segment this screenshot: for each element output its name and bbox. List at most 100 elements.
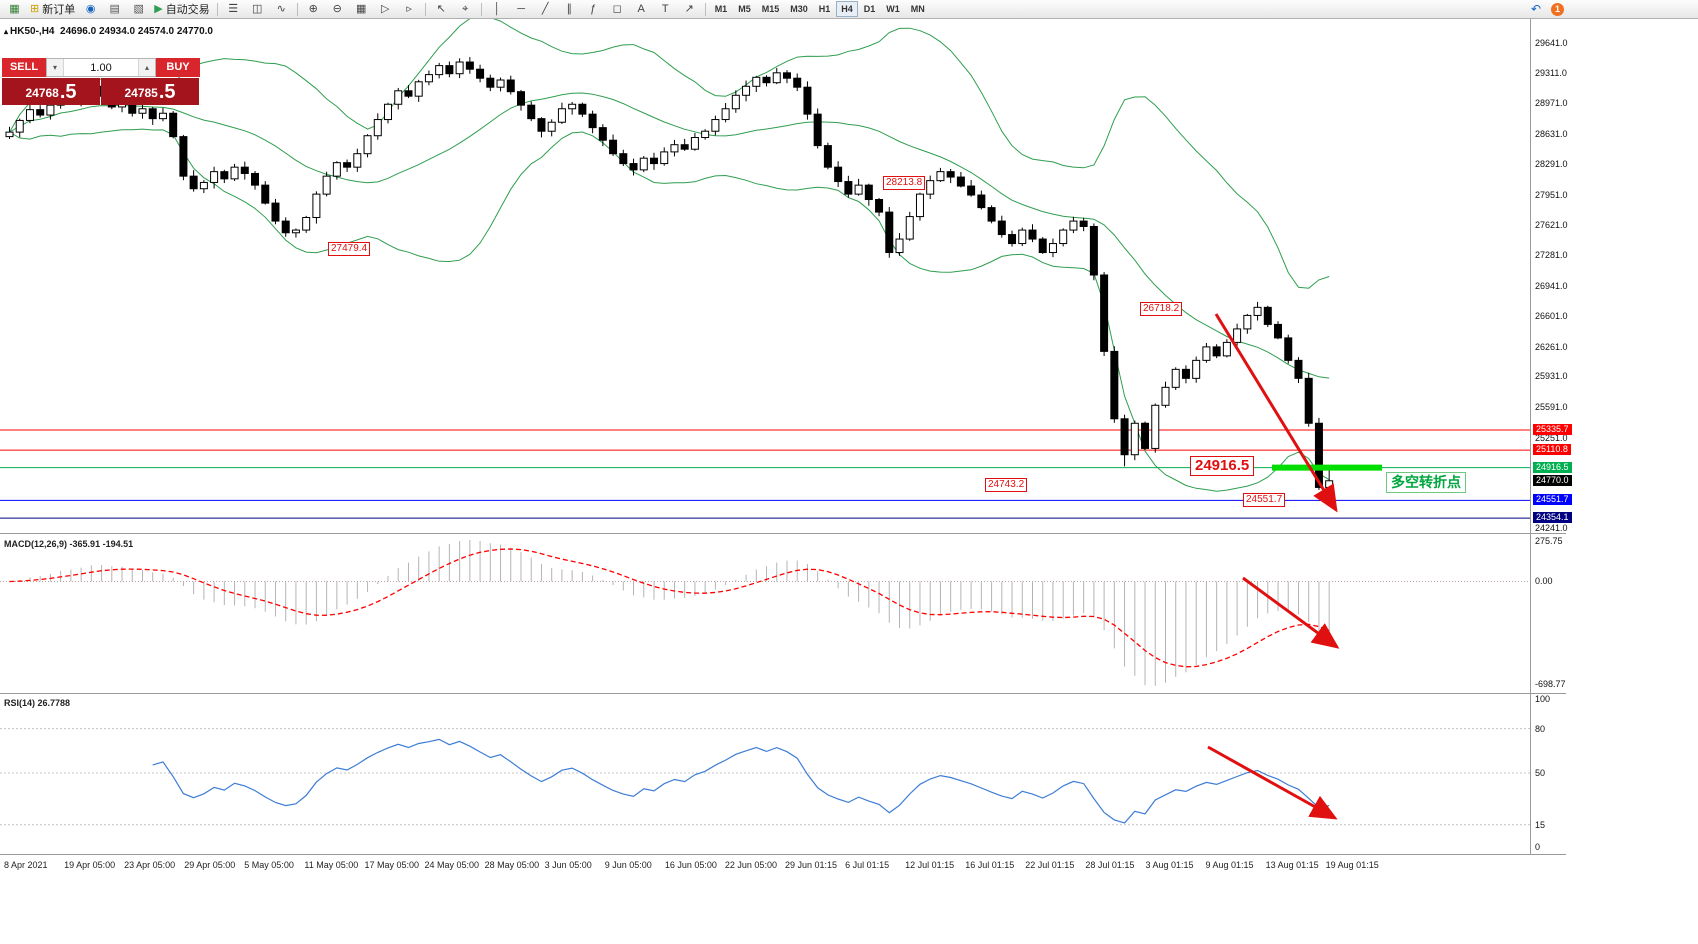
price-tick: 26941.0 [1535, 280, 1568, 291]
profiles-icon[interactable]: ▧ [127, 0, 150, 18]
label-icon[interactable]: T [654, 0, 677, 18]
price-tick: 25251.0 [1535, 432, 1568, 443]
time-tick: 16 Jul 01:15 [965, 860, 1015, 870]
chart-shift-icon: ▹ [406, 3, 412, 15]
main-chart-panel[interactable]: 27479.4 28213.8 26718.2 24743.2 24916.5 24551… [0, 15, 1530, 532]
price-line-label: 25335.7 [1533, 423, 1572, 435]
line-chart-icon[interactable]: ∿ [270, 0, 293, 18]
price-tick: 27281.0 [1535, 250, 1568, 261]
horizontal-line-icon[interactable]: ─ [510, 0, 533, 18]
vertical-line-icon[interactable]: │ [486, 0, 509, 18]
timeframe-w1-button[interactable]: W1 [886, 4, 900, 14]
timeframe-h1-button[interactable]: H1 [818, 4, 831, 14]
sell-price[interactable]: 24768.5 [2, 78, 100, 105]
time-tick: 9 Aug 01:15 [1205, 860, 1254, 870]
price-tick: 27951.0 [1535, 189, 1568, 200]
price-annotation[interactable]: 27479.4 [328, 242, 371, 256]
new-order-button[interactable]: ⊞ 新订单 [27, 0, 78, 18]
vertical-line-icon: │ [493, 3, 501, 15]
rsi-panel[interactable] [0, 695, 1530, 852]
cursor-icon[interactable]: ↖ [430, 0, 453, 18]
candlestick-series [5, 57, 1334, 499]
main-chart-canvas[interactable] [0, 15, 1530, 532]
profiles-icon: ▧ [133, 3, 144, 15]
macd-panel[interactable] [0, 536, 1530, 690]
panel-separator[interactable] [0, 693, 1566, 694]
time-tick: 29 Apr 05:00 [184, 860, 236, 870]
zoom-out-icon[interactable]: ⊖ [326, 0, 349, 18]
timeframe-m5-button[interactable]: M5 [738, 4, 751, 14]
price-tick: 28971.0 [1535, 98, 1568, 109]
auto-scroll-icon[interactable]: ▷ [374, 0, 397, 18]
time-axis[interactable]: 8 Apr 2021 19 Apr 05:00 23 Apr 05:00 29 Apr… [0, 858, 1530, 874]
crosshair-icon[interactable]: ⌖ [454, 0, 477, 18]
crosshair-icon: ⌖ [462, 3, 469, 15]
chart-shift-icon[interactable]: ▹ [398, 0, 421, 18]
price-annotation[interactable]: 24551.7 [1243, 493, 1286, 507]
rsi-axis[interactable]: 100 80 50 15 0 [1531, 694, 1601, 852]
volume-dropdown-icon[interactable]: ▾ [47, 59, 64, 76]
autotrade-button[interactable]: ▶ 自动交易 [151, 0, 212, 18]
sound-icon[interactable]: ◉ [79, 0, 102, 18]
timeframe-mn-button[interactable]: MN [910, 4, 925, 14]
price-axis[interactable]: 29641.0 29311.0 28971.0 28631.0 28291.0 27951… [1531, 18, 1601, 534]
fibonacci-icon: ƒ [590, 3, 597, 15]
price-tick: 28631.0 [1535, 128, 1568, 139]
macd-canvas[interactable] [0, 536, 1530, 690]
price-line-label: 24551.7 [1533, 494, 1572, 506]
text-icon[interactable]: A [630, 0, 653, 18]
panel-separator [0, 854, 1566, 855]
price-annotation[interactable]: 28213.8 [883, 176, 926, 190]
price-tick: 26601.0 [1535, 311, 1568, 322]
price-annotation[interactable]: 24916.5 [1190, 456, 1255, 476]
trend-arrow[interactable] [1207, 745, 1338, 820]
timeframe-h4-button[interactable]: H4 [836, 1, 858, 17]
macd-axis[interactable]: 275.75 0.00 -698.77 [1531, 536, 1601, 690]
timeframe-m15-button[interactable]: M15 [761, 4, 780, 14]
candlestick-chart-icon[interactable]: ◫ [246, 0, 269, 18]
sell-button[interactable]: SELL [2, 58, 46, 77]
time-tick: 23 Apr 05:00 [124, 860, 176, 870]
bar-chart-icon: ☰ [228, 3, 239, 15]
volume-value[interactable]: 1.00 [90, 61, 112, 74]
rsi-canvas[interactable] [0, 695, 1530, 852]
panel-separator[interactable] [0, 533, 1566, 534]
turning-point-note[interactable]: 多空转折点 [1386, 472, 1466, 493]
shapes-icon[interactable]: ◻ [606, 0, 629, 18]
label-icon: T [661, 3, 669, 15]
undo-icon[interactable]: ↶ [1530, 2, 1541, 16]
fibonacci-icon[interactable]: ƒ [582, 0, 605, 18]
arrows-icon[interactable]: ↗ [678, 0, 701, 18]
notification-badge[interactable]: 1 [1551, 2, 1564, 16]
timeframe-m1-button[interactable]: M1 [714, 4, 728, 14]
timeframe-d1-button[interactable]: D1 [863, 4, 876, 14]
auto-scroll-icon: ▷ [380, 3, 390, 15]
tile-windows-icon[interactable]: ▦ [350, 0, 373, 18]
buy-price[interactable]: 24785.5 [101, 78, 199, 105]
trend-arrow[interactable] [1242, 576, 1340, 649]
chart-window-icon[interactable]: ▦ [3, 0, 26, 18]
time-tick: 3 Aug 01:15 [1145, 860, 1194, 870]
price-tick: 26261.0 [1535, 341, 1568, 352]
volume-up-icon[interactable]: ▴ [138, 59, 155, 76]
zoom-out-icon: ⊖ [332, 3, 342, 15]
price-tick: 28291.0 [1535, 159, 1568, 170]
sound-icon: ◉ [85, 3, 96, 15]
bar-chart-icon[interactable]: ☰ [222, 0, 245, 18]
timeframe-m30-button[interactable]: M30 [790, 4, 808, 14]
price-tick: 24241.0 [1535, 523, 1568, 534]
trendline-icon[interactable]: ╱ [534, 0, 557, 18]
price-annotation[interactable]: 26718.2 [1140, 302, 1183, 316]
trendline-icon: ╱ [541, 3, 549, 15]
channel-icon[interactable]: ∥ [558, 0, 581, 18]
volume-stepper[interactable]: ▾ 1.00 ▴ [46, 58, 156, 77]
macd-tick: -698.77 [1535, 678, 1566, 689]
trend-arrow[interactable] [1214, 313, 1338, 513]
chart-windows-icon[interactable]: ▤ [103, 0, 126, 18]
buy-button[interactable]: BUY [156, 58, 200, 77]
price-annotation[interactable]: 24743.2 [985, 478, 1028, 492]
tile-windows-icon: ▦ [355, 3, 367, 15]
zoom-in-icon[interactable]: ⊕ [302, 0, 325, 18]
time-tick: 8 Apr 2021 [4, 860, 48, 870]
